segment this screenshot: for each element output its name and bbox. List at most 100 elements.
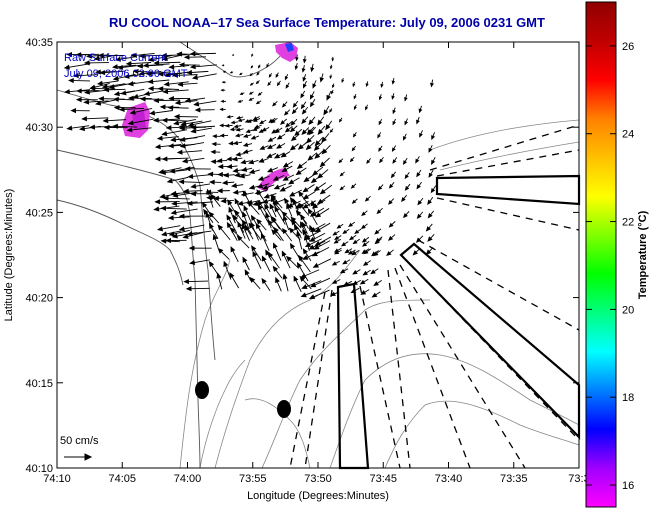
current-vector-head [416, 213, 422, 220]
current-vector-head [428, 147, 433, 153]
current-vector-head [114, 56, 121, 62]
dashed-ray [399, 264, 526, 469]
current-vector-head [223, 260, 229, 268]
current-vector-head [404, 120, 409, 126]
current-vector-head [295, 209, 302, 217]
current-vector-head [302, 187, 309, 193]
current-vector-head [361, 211, 366, 217]
current-vector-head [290, 216, 297, 223]
current-vector-head [159, 169, 166, 175]
current-vector-head [228, 206, 234, 213]
current-vector-head [300, 221, 305, 228]
vector-scale-label: 50 cm/s [60, 435, 99, 447]
current-vector-head [417, 200, 423, 206]
current-vector-head [165, 125, 172, 131]
current-vector-head [259, 145, 266, 150]
current-vector-head [287, 202, 294, 208]
current-vector-head [157, 71, 164, 77]
current-vector-head [361, 249, 367, 254]
current-vector-head [234, 133, 240, 138]
current-vector-head [154, 199, 161, 205]
current-vector-head [68, 77, 74, 84]
current-vector-head [281, 250, 287, 257]
current-vector-head [332, 231, 338, 236]
current-vector-head [255, 80, 260, 85]
current-vector-head [342, 259, 348, 265]
colorbar-tick-label: 24 [622, 129, 634, 141]
current-vector-head [252, 127, 258, 131]
current-vector-head [300, 273, 307, 278]
current-vector-head [190, 128, 197, 134]
current-vector-head [329, 109, 333, 113]
colorbar-gradient [586, 2, 616, 507]
current-vector-head [294, 130, 300, 137]
current-vector-head [388, 222, 394, 228]
current-vector-head [138, 53, 145, 59]
current-vector-head [364, 197, 370, 202]
current-vector-head [333, 248, 340, 253]
dashed-ray [407, 261, 580, 441]
current-vector-head [229, 227, 236, 234]
current-vector-head [334, 250, 340, 255]
current-vector-head [251, 245, 257, 252]
x-tick-label: 73:50 [304, 473, 332, 485]
x-tick-label: 74:10 [43, 473, 71, 485]
current-vector-head [153, 206, 160, 212]
current-vector-head [267, 82, 271, 86]
current-vector-head [403, 213, 408, 219]
current-vector-head [351, 250, 357, 256]
current-vector-head [162, 88, 169, 95]
current-vector-head [208, 260, 215, 268]
contour-line [329, 353, 580, 469]
current-vector-head [370, 269, 376, 275]
current-vector-head [230, 246, 236, 253]
current-vector-head [75, 52, 82, 58]
current-vector-head [271, 216, 277, 223]
current-vector-head [271, 229, 277, 236]
current-vector-head [186, 69, 193, 76]
current-vector-head [378, 147, 382, 152]
current-vector-head [172, 72, 178, 78]
x-tick-label: 73:40 [435, 473, 463, 485]
current-vector-head [339, 268, 346, 274]
current-vector-head [404, 174, 409, 180]
current-vector-head [84, 89, 90, 95]
current-vector-head [373, 281, 379, 287]
current-vector-head [282, 175, 289, 181]
current-vector-head [162, 195, 169, 201]
current-vector-head [79, 126, 86, 132]
current-vector-head [118, 106, 125, 113]
dashed-ray [436, 197, 580, 231]
current-vector-head [238, 173, 246, 179]
current-vector-head [194, 107, 201, 113]
current-vector-head [336, 224, 342, 229]
current-vector-head [249, 73, 253, 77]
current-vector-head [63, 64, 70, 70]
current-vector-head [173, 114, 180, 120]
dashed-ray [359, 285, 401, 469]
current-vector-head [184, 166, 191, 172]
current-vector-head [281, 103, 287, 108]
current-vector-head [280, 152, 287, 158]
dashed-ray [436, 149, 580, 177]
current-vector-head [243, 204, 249, 212]
current-vector-head [167, 143, 174, 149]
current-vector-head [352, 280, 358, 286]
current-vector-head [388, 200, 393, 205]
current-vector-head [149, 110, 156, 116]
current-vector-head [373, 251, 379, 257]
current-vector-head [392, 159, 397, 164]
current-vector-head [226, 156, 232, 162]
current-vector-head [282, 162, 289, 168]
current-vector-head [266, 64, 270, 68]
current-vector-head [142, 62, 149, 68]
current-vector-head [298, 190, 304, 198]
current-vector-head [350, 288, 357, 294]
current-vector-head [275, 276, 280, 284]
current-vector-head [125, 61, 132, 67]
current-vector-head [249, 276, 256, 283]
current-vector-head [338, 159, 343, 164]
current-vector-head [254, 124, 260, 129]
current-vector-head [312, 262, 319, 268]
wedge-dashed-lines [289, 124, 580, 469]
